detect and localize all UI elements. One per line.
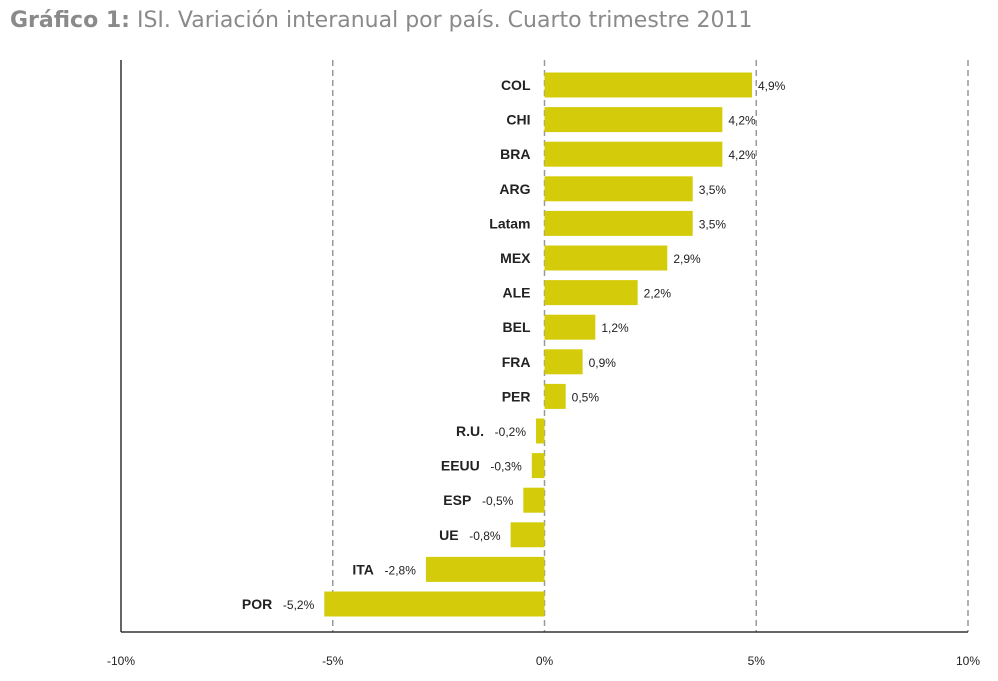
category-label-ARG: ARG [499,181,530,197]
x-tick-label: 5% [748,654,766,668]
bar-UE [510,522,545,548]
value-label-UE: -0,8% [469,529,501,543]
value-label-BRA: 4,2% [728,148,756,162]
value-label-CHI: 4,2% [728,114,756,128]
value-label-ALE: 2,2% [644,287,672,301]
labels: COL 4,9% CHI 4,2% BRA 4,2% ARG 3,5% Latam 3,5% MEX… [107,77,980,668]
value-label-Latam: 3,5% [699,217,727,231]
category-label-MEX: MEX [500,250,531,266]
category-label-ITA: ITA [352,561,374,577]
value-label-POR: -5,2% [283,598,315,612]
category-label-R.U.: R.U. [456,423,484,439]
category-label-CHI: CHI [506,112,530,128]
category-label-PER: PER [502,388,531,404]
category-label-BRA: BRA [500,146,530,162]
category-label-ESP: ESP [443,492,471,508]
chart-title-text: ISI. Variación interanual por país. Cuar… [129,8,753,33]
chart-title-prefix: Gráfico 1: [10,8,130,33]
category-label-BEL: BEL [503,319,531,335]
category-label-Latam: Latam [489,215,530,231]
bar-EEUU [531,453,545,479]
value-label-EEUU: -0,3% [490,460,522,474]
bar-ARG [544,176,693,202]
category-label-FRA: FRA [502,354,531,370]
chart-title: Gráfico 1: ISI. Variación interanual por… [10,8,752,33]
value-label-R.U.: -0,2% [495,425,527,439]
bar-POR [324,591,545,617]
category-label-EEUU: EEUU [441,458,480,474]
value-label-BEL: 1,2% [601,321,629,335]
bars [324,72,753,617]
bar-FRA [544,349,583,375]
category-label-ALE: ALE [503,285,531,301]
x-tick-label: 0% [536,654,554,668]
bar-ITA [425,556,545,582]
category-label-POR: POR [242,596,272,612]
axes [120,60,968,633]
x-tick-label: -5% [322,654,344,668]
value-label-MEX: 2,9% [673,252,701,266]
x-tick-label: 10% [956,654,980,668]
bar-CHI [544,107,723,133]
bar-ALE [544,280,638,306]
category-label-UE: UE [439,527,458,543]
bar-ESP [523,487,545,513]
category-label-COL: COL [501,77,531,93]
x-tick-label: -10% [107,654,135,668]
bar-BEL [544,314,596,340]
bar-R.U. [536,418,545,444]
value-label-COL: 4,9% [758,79,786,93]
bar-Latam [544,210,693,236]
value-label-ITA: -2,8% [385,563,417,577]
value-label-ESP: -0,5% [482,494,514,508]
bar-BRA [544,141,723,167]
value-label-FRA: 0,9% [589,356,617,370]
bar-PER [544,383,566,409]
value-label-ARG: 3,5% [699,183,727,197]
value-label-PER: 0,5% [572,390,600,404]
bar-COL [544,72,753,98]
bar-MEX [544,245,668,271]
